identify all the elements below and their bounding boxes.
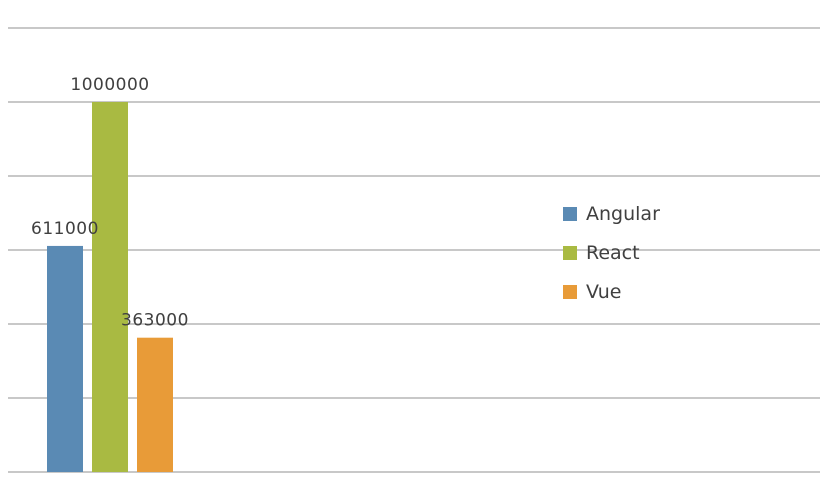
legend-swatch-vue	[563, 285, 577, 299]
data-label-angular: 611000	[31, 219, 99, 239]
bar-vue	[137, 337, 173, 472]
legend-label-vue: Vue	[586, 281, 621, 303]
bar-react	[92, 102, 128, 472]
legend: Angular React Vue	[563, 203, 660, 303]
bars	[47, 102, 173, 472]
legend-swatch-react	[563, 246, 577, 260]
legend-swatch-angular	[563, 207, 577, 221]
data-labels: 611000 1000000 363000	[31, 75, 189, 331]
bar-angular	[47, 245, 83, 472]
data-label-react: 1000000	[70, 75, 149, 95]
legend-label-angular: Angular	[586, 203, 660, 225]
data-label-vue: 363000	[121, 311, 189, 331]
legend-label-react: React	[586, 242, 640, 264]
